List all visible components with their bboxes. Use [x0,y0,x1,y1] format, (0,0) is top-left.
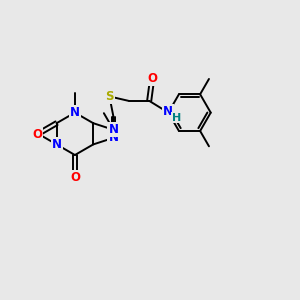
Text: O: O [32,128,42,141]
Text: N: N [163,105,173,118]
Text: N: N [108,123,118,136]
Text: O: O [147,72,157,85]
Text: N: N [70,106,80,119]
Text: S: S [105,90,114,103]
Text: N: N [52,138,61,151]
Text: O: O [70,171,80,184]
Text: H: H [172,112,181,123]
Text: N: N [108,131,118,144]
